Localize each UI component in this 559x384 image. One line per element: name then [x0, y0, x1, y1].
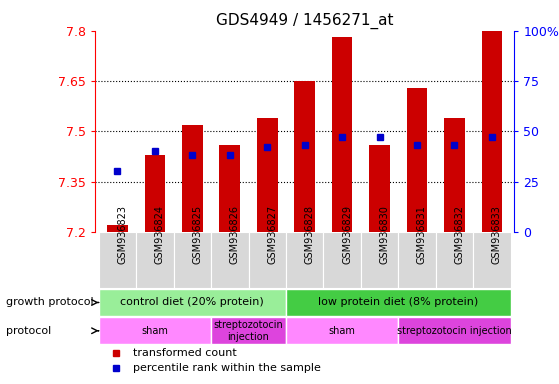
- Text: GSM936825: GSM936825: [192, 205, 202, 264]
- Title: GDS4949 / 1456271_at: GDS4949 / 1456271_at: [216, 13, 394, 29]
- Bar: [444, 118, 465, 232]
- Bar: [220, 145, 240, 232]
- Bar: [211, 232, 249, 288]
- Bar: [361, 232, 398, 288]
- Bar: [145, 155, 165, 232]
- Bar: [435, 232, 473, 288]
- Bar: [182, 124, 203, 232]
- Bar: [398, 232, 435, 288]
- Bar: [107, 225, 128, 232]
- Text: sham: sham: [329, 326, 356, 336]
- Text: control diet (20% protein): control diet (20% protein): [121, 298, 264, 308]
- Bar: [211, 317, 286, 344]
- Text: growth protocol: growth protocol: [6, 298, 93, 308]
- Bar: [369, 145, 390, 232]
- Bar: [323, 232, 361, 288]
- Text: sham: sham: [141, 326, 168, 336]
- Bar: [249, 232, 286, 288]
- Text: streptozotocin injection: streptozotocin injection: [397, 326, 511, 336]
- Text: GSM936826: GSM936826: [230, 205, 240, 264]
- Text: low protein diet (8% protein): low protein diet (8% protein): [318, 298, 479, 308]
- Bar: [332, 37, 352, 232]
- Text: GSM936824: GSM936824: [155, 205, 165, 264]
- Text: GSM936828: GSM936828: [305, 205, 315, 264]
- Bar: [257, 118, 277, 232]
- Bar: [295, 81, 315, 232]
- Text: GSM936827: GSM936827: [267, 205, 277, 264]
- Text: percentile rank within the sample: percentile rank within the sample: [133, 364, 321, 374]
- Text: GSM936829: GSM936829: [342, 205, 352, 264]
- Bar: [136, 232, 174, 288]
- Text: GSM936833: GSM936833: [492, 205, 502, 264]
- Bar: [286, 317, 398, 344]
- Bar: [99, 317, 211, 344]
- Bar: [481, 31, 502, 232]
- Bar: [473, 232, 510, 288]
- Text: streptozotocin
injection: streptozotocin injection: [214, 320, 283, 341]
- Text: GSM936831: GSM936831: [417, 205, 427, 264]
- Bar: [398, 317, 510, 344]
- Text: GSM936830: GSM936830: [380, 205, 390, 264]
- Bar: [286, 232, 323, 288]
- Text: protocol: protocol: [6, 326, 51, 336]
- Text: GSM936832: GSM936832: [454, 205, 465, 264]
- Bar: [286, 289, 510, 316]
- Text: GSM936823: GSM936823: [117, 205, 127, 264]
- Bar: [406, 88, 427, 232]
- Bar: [99, 232, 136, 288]
- Bar: [99, 289, 286, 316]
- Text: transformed count: transformed count: [133, 348, 236, 358]
- Bar: [174, 232, 211, 288]
